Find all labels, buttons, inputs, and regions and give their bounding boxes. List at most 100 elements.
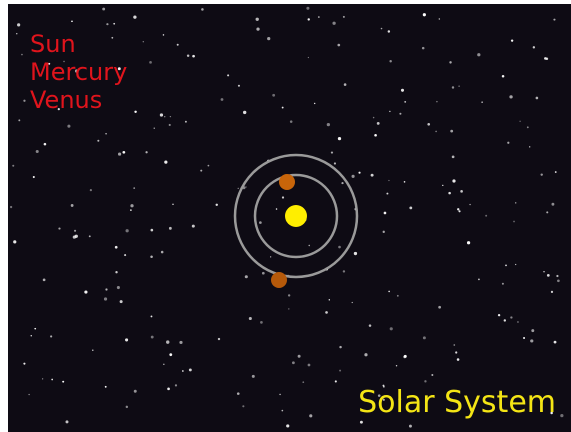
star — [163, 34, 165, 36]
star — [452, 86, 454, 88]
star — [164, 161, 167, 164]
star — [208, 165, 210, 167]
star — [51, 379, 53, 381]
star — [515, 202, 516, 203]
star — [557, 279, 560, 282]
sun — [285, 205, 307, 227]
star — [113, 23, 115, 25]
star — [452, 179, 455, 182]
star — [115, 246, 118, 249]
star — [339, 370, 341, 372]
star — [42, 378, 43, 379]
star — [543, 271, 544, 272]
star — [396, 365, 397, 366]
star — [282, 410, 284, 412]
star — [66, 420, 69, 423]
star — [555, 171, 557, 173]
star — [105, 133, 106, 134]
star — [145, 151, 147, 153]
star — [92, 350, 93, 351]
star — [343, 270, 345, 272]
star — [130, 209, 132, 211]
star — [243, 111, 246, 114]
star — [218, 338, 220, 340]
star — [458, 85, 459, 86]
star — [527, 126, 529, 128]
star — [352, 302, 353, 303]
star — [192, 55, 195, 58]
star — [120, 300, 123, 303]
star — [469, 204, 470, 205]
star — [513, 221, 515, 223]
star — [143, 41, 144, 42]
star — [369, 324, 372, 327]
star — [344, 83, 347, 86]
star — [502, 283, 504, 285]
star — [160, 113, 163, 116]
star — [439, 18, 440, 19]
star — [477, 53, 480, 56]
label-venus: Venus — [30, 86, 102, 114]
star — [308, 57, 309, 58]
star — [554, 341, 557, 344]
star — [256, 18, 259, 21]
star — [238, 188, 239, 189]
star — [28, 394, 29, 395]
star — [276, 208, 277, 209]
star — [337, 44, 340, 47]
star — [267, 37, 270, 40]
star — [200, 170, 202, 172]
star — [227, 74, 229, 76]
star — [259, 221, 262, 224]
star — [106, 23, 108, 25]
star — [381, 28, 383, 30]
star — [427, 123, 430, 126]
star — [169, 353, 172, 356]
star — [175, 384, 177, 386]
star — [541, 173, 543, 175]
star — [179, 341, 182, 344]
star — [12, 165, 14, 167]
star — [523, 337, 525, 339]
star — [245, 186, 246, 187]
star — [388, 291, 390, 293]
star — [338, 137, 341, 140]
star — [422, 47, 425, 50]
star — [44, 143, 47, 146]
star — [154, 128, 155, 129]
star — [377, 122, 380, 125]
star — [73, 235, 76, 238]
star — [201, 8, 204, 11]
star — [505, 265, 507, 267]
star — [34, 328, 36, 330]
star — [397, 295, 399, 297]
star — [467, 241, 470, 244]
star — [216, 204, 218, 206]
star — [335, 380, 337, 382]
star — [238, 85, 240, 87]
star — [354, 252, 357, 255]
star — [102, 8, 105, 11]
star — [388, 30, 390, 32]
star — [249, 317, 252, 320]
star — [338, 246, 341, 249]
star — [332, 22, 335, 25]
star — [424, 380, 426, 382]
star — [43, 278, 46, 281]
star — [457, 208, 459, 210]
star — [339, 346, 341, 348]
star — [134, 111, 136, 113]
star — [67, 125, 70, 128]
star — [334, 162, 336, 164]
star — [252, 375, 255, 378]
star — [530, 339, 533, 342]
star — [383, 231, 385, 233]
star — [314, 103, 315, 104]
star — [149, 61, 152, 64]
star — [118, 152, 121, 155]
star — [306, 7, 309, 10]
star — [533, 46, 535, 48]
star — [318, 16, 320, 18]
star — [33, 176, 35, 178]
star — [260, 321, 263, 324]
